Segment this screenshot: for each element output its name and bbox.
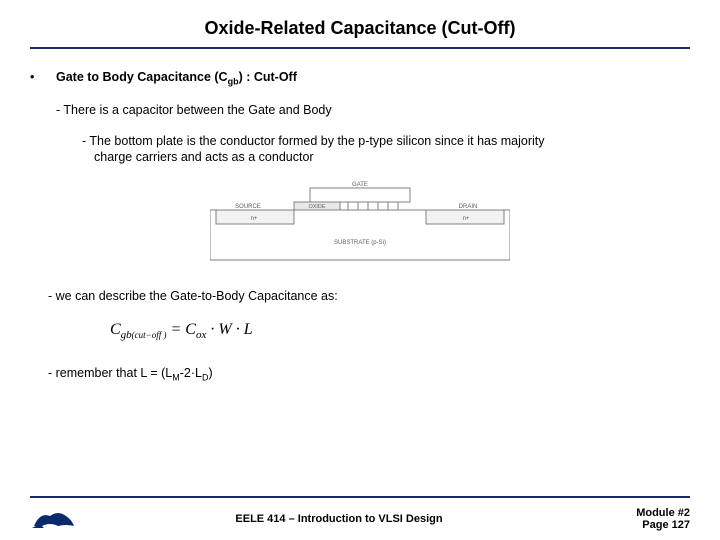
bullet-dot: • <box>30 69 56 86</box>
sub-item-3: - we can describe the Gate-to-Body Capac… <box>48 288 690 305</box>
main-bullet: • Gate to Body Capacitance (Cgb) : Cut-O… <box>30 69 690 88</box>
gate-label: GATE <box>352 182 368 188</box>
n1-label: n+ <box>251 216 258 222</box>
sub2-line1: - The bottom plate is the conductor form… <box>94 133 690 150</box>
formula: Cgb(cut−off ) = Cox · W · L <box>110 319 690 343</box>
footer-page: Page 127 <box>600 519 690 531</box>
f-c: C <box>110 321 121 338</box>
f-ox: ox <box>196 329 206 341</box>
content-area: • Gate to Body Capacitance (Cgb) : Cut-O… <box>30 69 690 384</box>
drain-label: DRAIN <box>459 204 478 210</box>
n2-label: n+ <box>463 216 470 222</box>
title-rule <box>30 47 690 49</box>
logo <box>30 506 78 532</box>
source-label: SOURCE <box>235 204 261 210</box>
slide: Oxide-Related Capacitance (Cut-Off) • Ga… <box>0 0 720 540</box>
footer-course: EELE 414 – Introduction to VLSI Design <box>78 513 600 525</box>
oxide-label: OXIDE <box>308 204 325 210</box>
s4-pre: - remember that L = (L <box>48 366 172 380</box>
substrate-label: SUBSTRATE (p-Si) <box>334 240 386 246</box>
f-eq: = C <box>167 321 196 338</box>
s4-mid: -2·L <box>180 366 202 380</box>
sub-item-4: - remember that L = (LM-2·LD) <box>48 365 690 384</box>
heading-pre: Gate to Body Capacitance (C <box>56 70 228 84</box>
footer-right: Module #2 Page 127 <box>600 507 690 531</box>
s4-m: M <box>172 373 180 383</box>
slide-title: Oxide-Related Capacitance (Cut-Off) <box>30 18 690 39</box>
sub-item-2: - The bottom plate is the conductor form… <box>56 133 690 167</box>
s4-post: ) <box>208 366 212 380</box>
footer: EELE 414 – Introduction to VLSI Design M… <box>30 506 690 532</box>
heading-sub: gb <box>228 77 239 87</box>
footer-module: Module #2 <box>600 507 690 519</box>
sub-item-1: - There is a capacitor between the Gate … <box>56 102 690 119</box>
heading-post: ) : Cut-Off <box>239 70 297 84</box>
sub2-line2: charge carriers and acts as a conductor <box>94 149 690 166</box>
f-wl: · W · L <box>206 321 252 338</box>
mosfet-diagram: GATE SOURCE DRAIN OXIDE n+ n+ SUBSTRATE … <box>210 180 510 266</box>
footer-rule <box>30 496 690 498</box>
f-cutoff: (cut−off ) <box>132 330 167 340</box>
f-gb: gb <box>121 329 132 341</box>
main-heading: Gate to Body Capacitance (Cgb) : Cut-Off <box>56 69 297 88</box>
